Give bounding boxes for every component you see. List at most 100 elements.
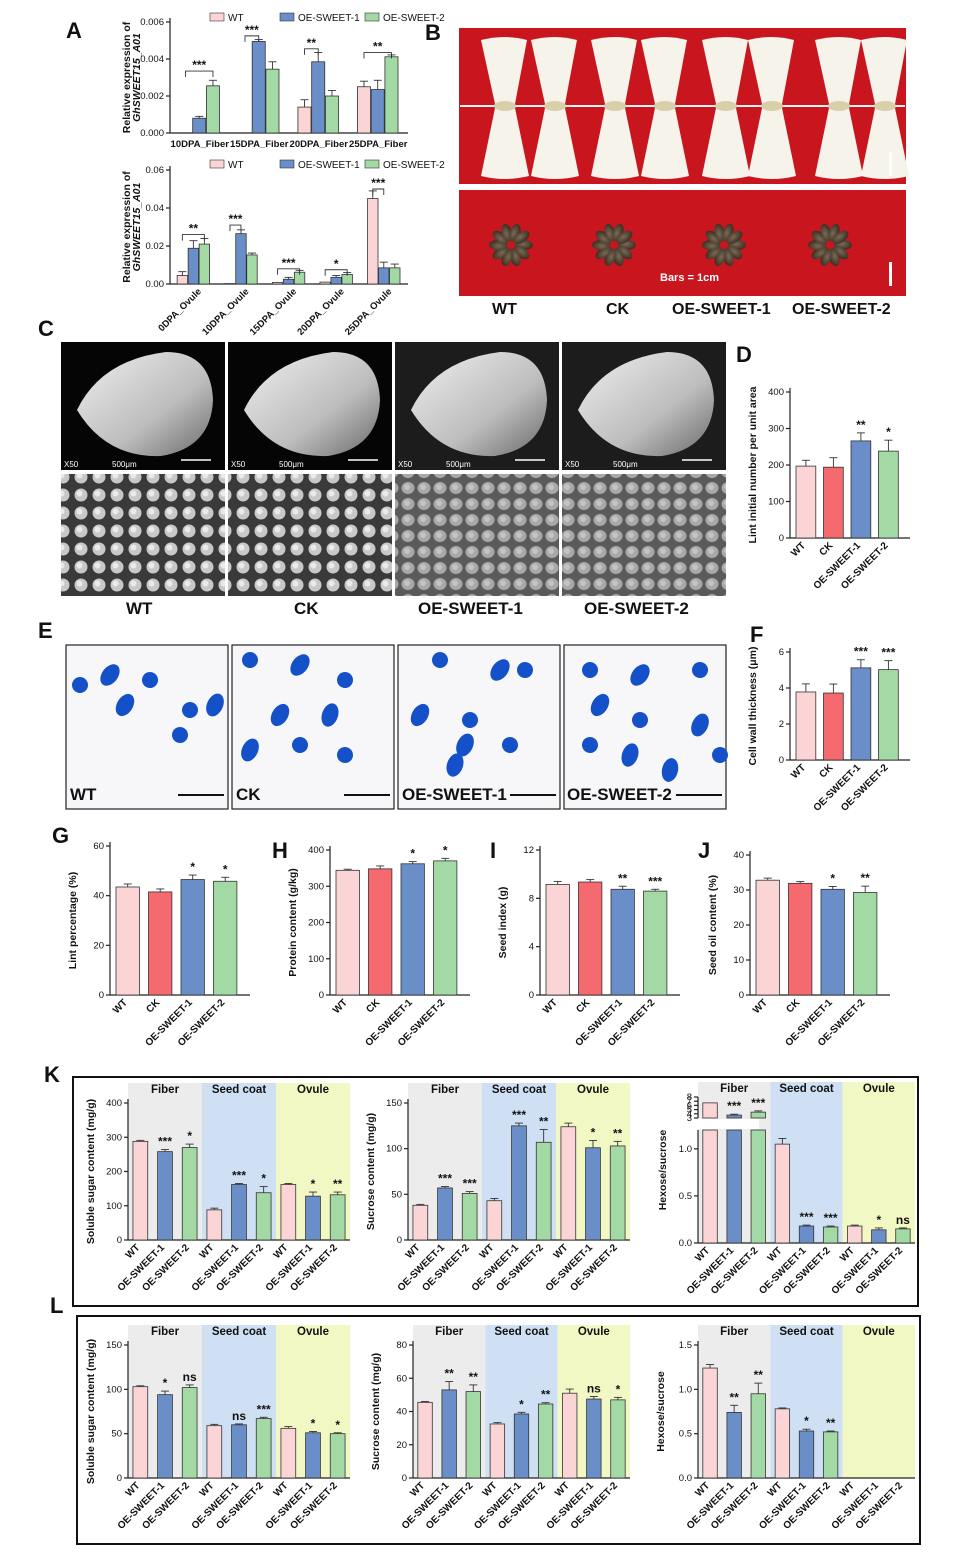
- panel-l-frame: [76, 1315, 921, 1545]
- chart-H: 0 100 200 300 400 Protein content (g/kg) WT CK *…: [287, 843, 470, 1049]
- bar: [823, 692, 844, 761]
- bar: [726, 1411, 742, 1479]
- bar: [847, 1225, 863, 1244]
- category-label: WT: [766, 1245, 785, 1264]
- significance-label: **: [618, 871, 628, 885]
- sem-label-oe1: OE-SWEET-1: [418, 599, 523, 618]
- chart-L2: Fiber Seed coat Ovule 0 20 40 60 80 Sucrose cont…: [370, 1325, 630, 1532]
- y-tick-label: 80: [396, 1340, 407, 1351]
- bar: [311, 61, 326, 134]
- sem-mag-oe2: X50: [565, 460, 580, 469]
- bar: [341, 274, 353, 285]
- significance-label: *: [410, 847, 415, 861]
- y-tick-label: 50: [111, 1429, 122, 1440]
- bar: [850, 667, 872, 761]
- y-axis-label: Lint percentage (%): [67, 872, 79, 969]
- bar: [255, 1418, 272, 1479]
- bar: [486, 1200, 503, 1241]
- legend-swatch: [364, 12, 380, 22]
- category-label: WT: [404, 1242, 423, 1261]
- region-label: Fiber: [720, 1326, 749, 1338]
- bar: [198, 243, 211, 285]
- bar: [148, 891, 173, 996]
- y-tick-label: 100: [386, 1144, 402, 1155]
- bar: [417, 1401, 433, 1479]
- sem-image: [228, 342, 392, 596]
- bar: [562, 1392, 578, 1479]
- category-label: CK: [784, 997, 803, 1016]
- bar: [231, 1424, 247, 1479]
- panel-label-f: F: [750, 622, 763, 647]
- sem-mag-ck: X50: [231, 460, 246, 469]
- category-label: 0DPA_Ovule: [156, 286, 204, 334]
- category-label: 20DPA_Fiber: [290, 139, 349, 150]
- significance-bracket: [229, 224, 242, 232]
- bar: [702, 1129, 718, 1244]
- panel-label-g: G: [52, 823, 69, 848]
- y-tick-label: 4: [529, 942, 534, 953]
- bar: [750, 1129, 766, 1244]
- panel-label-d: D: [736, 342, 752, 367]
- significance-label: ***: [228, 212, 242, 226]
- category-label: CK: [818, 540, 837, 559]
- panel-k-frame: [72, 1076, 919, 1307]
- y-tick-label: 0.0: [679, 1238, 692, 1249]
- y-tick-label: 0.00: [146, 279, 165, 290]
- fiber-tuft: [531, 37, 579, 179]
- y-tick-label: 0: [117, 1235, 122, 1246]
- significance-label: ns: [232, 1409, 246, 1423]
- y-axis-label: GhSWEET15_A01: [131, 33, 143, 122]
- chart-D: 0 100 200 300 400 Lint initial number per uni…: [747, 386, 910, 592]
- category-label: CK: [144, 997, 163, 1016]
- scale-text: Bars = 1cm: [660, 272, 719, 284]
- significance-label: *: [886, 425, 891, 439]
- bar: [329, 1433, 346, 1479]
- sem-mag-wt: X50: [64, 460, 79, 469]
- significance-label: *: [311, 1416, 316, 1430]
- y-tick-label: 300: [308, 881, 324, 892]
- bar: [280, 1427, 297, 1479]
- fiber-tuft: [641, 37, 689, 179]
- bar: [433, 860, 458, 996]
- sem-mag-oe1: X50: [398, 460, 413, 469]
- legend-label: OE-SWEET-2: [383, 160, 445, 171]
- significance-bracket: [277, 268, 301, 275]
- y-axis-label: Lint initial number per unit area: [747, 386, 759, 543]
- significance-label: ***: [648, 874, 662, 888]
- y-tick-label: 0.5: [679, 1429, 692, 1440]
- bar: [319, 281, 331, 285]
- significance-label: *: [591, 1125, 596, 1139]
- legend-label: OE-SWEET-1: [298, 160, 360, 171]
- y-tick-label: 0: [319, 990, 324, 1001]
- significance-label: *: [261, 1172, 266, 1186]
- bar: [297, 106, 312, 134]
- significance-label: ***: [751, 1096, 765, 1110]
- y-tick-label: 6: [687, 1100, 692, 1111]
- panel-label-c: C: [38, 316, 54, 341]
- bar: [850, 440, 872, 539]
- significance-bracket: [181, 234, 205, 241]
- category-label: CK: [574, 997, 593, 1016]
- seed-ring: [489, 223, 533, 267]
- bar: [305, 1195, 321, 1241]
- y-tick-label: 5: [687, 1105, 692, 1116]
- seed-ring: [592, 223, 636, 267]
- significance-label: *: [334, 257, 339, 271]
- panel-label-k: K: [44, 1062, 60, 1087]
- sem-scale-ck: 500μm: [279, 460, 304, 469]
- significance-label: *: [876, 1213, 881, 1227]
- significance-label: ***: [854, 645, 868, 659]
- y-tick-label: 0.02: [146, 241, 165, 252]
- category-label: WT: [272, 1242, 291, 1261]
- category-label: WT: [111, 997, 130, 1016]
- panel-e-sections: [65, 644, 728, 810]
- significance-label: *: [519, 1397, 524, 1411]
- legend-swatch: [364, 159, 380, 169]
- bar: [157, 1151, 173, 1241]
- region-label: Seed coat: [494, 1326, 548, 1338]
- region-label: Ovule: [297, 1084, 329, 1096]
